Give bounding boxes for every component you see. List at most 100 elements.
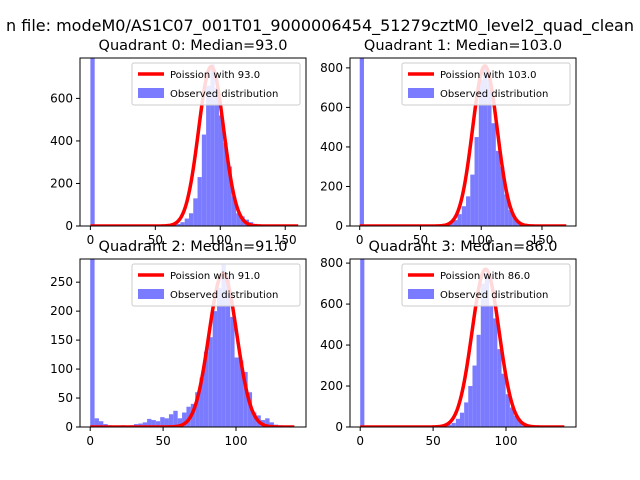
subplot-title: Quadrant 2: Median=91.0 <box>99 239 288 255</box>
subplot-title: Quadrant 1: Median=103.0 <box>364 38 562 54</box>
histogram-bar <box>453 220 458 226</box>
histogram-bar <box>217 287 222 427</box>
histogram-bar <box>176 223 181 226</box>
histogram-bar <box>509 407 514 427</box>
legend-hist-swatch <box>408 88 434 98</box>
legend: Poission with 93.0 Observed distribution <box>131 62 301 106</box>
histogram-bar <box>94 418 99 427</box>
poisson-fit-line <box>359 267 566 427</box>
poisson-fit-line <box>89 271 296 427</box>
x-tick-label: 50 <box>155 434 170 448</box>
histogram-bar <box>508 210 513 226</box>
histogram-bar <box>474 137 479 226</box>
histogram-bar <box>184 218 189 226</box>
y-tick-label: 150 <box>50 333 73 347</box>
histogram-bar <box>476 334 481 427</box>
histogram-bar <box>493 318 498 427</box>
histogram-bar <box>168 414 174 427</box>
y-tick-label: 600 <box>320 297 343 311</box>
legend-fit-label: Poission with 86.0 <box>440 271 530 282</box>
x-tick-label: 0 <box>356 434 364 448</box>
x-tick-label: 50 <box>148 233 163 247</box>
histogram-bar <box>360 259 365 427</box>
histogram-bar <box>491 123 496 226</box>
histogram-bar <box>195 392 200 427</box>
histogram-bar <box>504 194 509 226</box>
histogram-bar <box>466 196 471 226</box>
y-tick-label: 250 <box>50 275 73 289</box>
histogram-bar <box>455 418 461 427</box>
x-tick-label: 0 <box>86 434 94 448</box>
y-tick-label: 600 <box>50 91 73 105</box>
axes-frame <box>349 258 577 428</box>
histogram-bar <box>231 196 237 226</box>
histogram-bar <box>234 357 239 427</box>
histogram-bar <box>160 417 165 427</box>
subplot-1: 0 50 100 150 0 200 400 600 800 Quadrant 1: Median… <box>320 38 577 247</box>
histogram-bar <box>147 418 152 427</box>
legend-box <box>131 263 301 307</box>
legend-box <box>401 62 571 106</box>
legend-hist-label: Observed distribution <box>440 290 548 301</box>
histogram-bar <box>230 316 235 427</box>
histogram-bar <box>252 412 257 427</box>
histogram-bar <box>197 177 202 226</box>
subplot-2: 0 50 100 0 50 100 150 200 250 Quadrant 2: Median=… <box>50 239 307 448</box>
histogram-bar <box>269 422 274 427</box>
histogram-bar <box>518 420 523 427</box>
histogram-bar <box>188 213 194 226</box>
histogram-bar <box>472 365 477 427</box>
histogram-bar <box>514 415 519 427</box>
histogram-bar <box>218 115 224 226</box>
x-tick-label: 0 <box>356 233 364 247</box>
y-tick-label: 800 <box>320 256 343 270</box>
histogram-bar <box>210 64 215 226</box>
x-tick-label: 0 <box>87 233 95 247</box>
subplot-0: 0 50 100 150 0 200 400 600 Quadrant 0: Median=93… <box>50 38 307 247</box>
histogram-bar <box>359 58 364 226</box>
histogram-bar <box>480 283 485 427</box>
histogram-bar <box>459 412 465 427</box>
histogram-bar <box>90 259 95 427</box>
y-tick-label: 200 <box>320 379 343 393</box>
histogram-bar <box>236 213 241 226</box>
y-tick-label: 0 <box>65 420 73 434</box>
legend-hist-swatch <box>408 289 434 299</box>
y-tick-label: 400 <box>50 134 73 148</box>
y-tick-label: 0 <box>65 219 73 233</box>
y-tick-label: 0 <box>335 219 343 233</box>
x-tick-label: 150 <box>274 233 297 247</box>
legend-hist-label: Observed distribution <box>440 89 548 100</box>
legend: Poission with 103.0 Observed distribution <box>401 62 571 106</box>
histogram-bar <box>225 276 231 427</box>
x-tick-label: 50 <box>413 233 428 247</box>
subplot-3: 0 50 100 0 200 400 600 800 Quadrant 3: Median=86… <box>320 239 577 448</box>
plot-area <box>89 259 296 427</box>
legend-fit-label: Poission with 91.0 <box>170 271 260 282</box>
histogram-bar <box>464 402 469 427</box>
histogram-bar <box>489 306 494 427</box>
histogram-bar <box>151 420 156 427</box>
histogram-bar <box>497 349 502 427</box>
legend-fit-label: Poission with 93.0 <box>170 70 260 81</box>
histogram-bar <box>214 87 219 226</box>
histogram-bar <box>199 377 204 427</box>
histogram-bar <box>505 394 510 427</box>
histogram-bar <box>247 392 253 427</box>
histogram-bar <box>512 218 518 226</box>
histogram-bar <box>483 67 488 226</box>
histogram-bar <box>142 422 148 427</box>
histogram-bar <box>221 264 226 427</box>
histogram-bar <box>164 418 169 427</box>
y-tick-label: 200 <box>50 176 73 190</box>
histogram-bar <box>208 337 213 427</box>
histogram-bar <box>227 166 232 226</box>
legend-hist-swatch <box>138 289 164 299</box>
histogram-bar <box>484 273 490 427</box>
histogram-bar <box>478 79 484 226</box>
y-tick-label: 200 <box>50 304 73 318</box>
plot-area <box>359 259 566 427</box>
histogram-bar <box>90 58 95 226</box>
histogram-bar <box>501 373 506 427</box>
